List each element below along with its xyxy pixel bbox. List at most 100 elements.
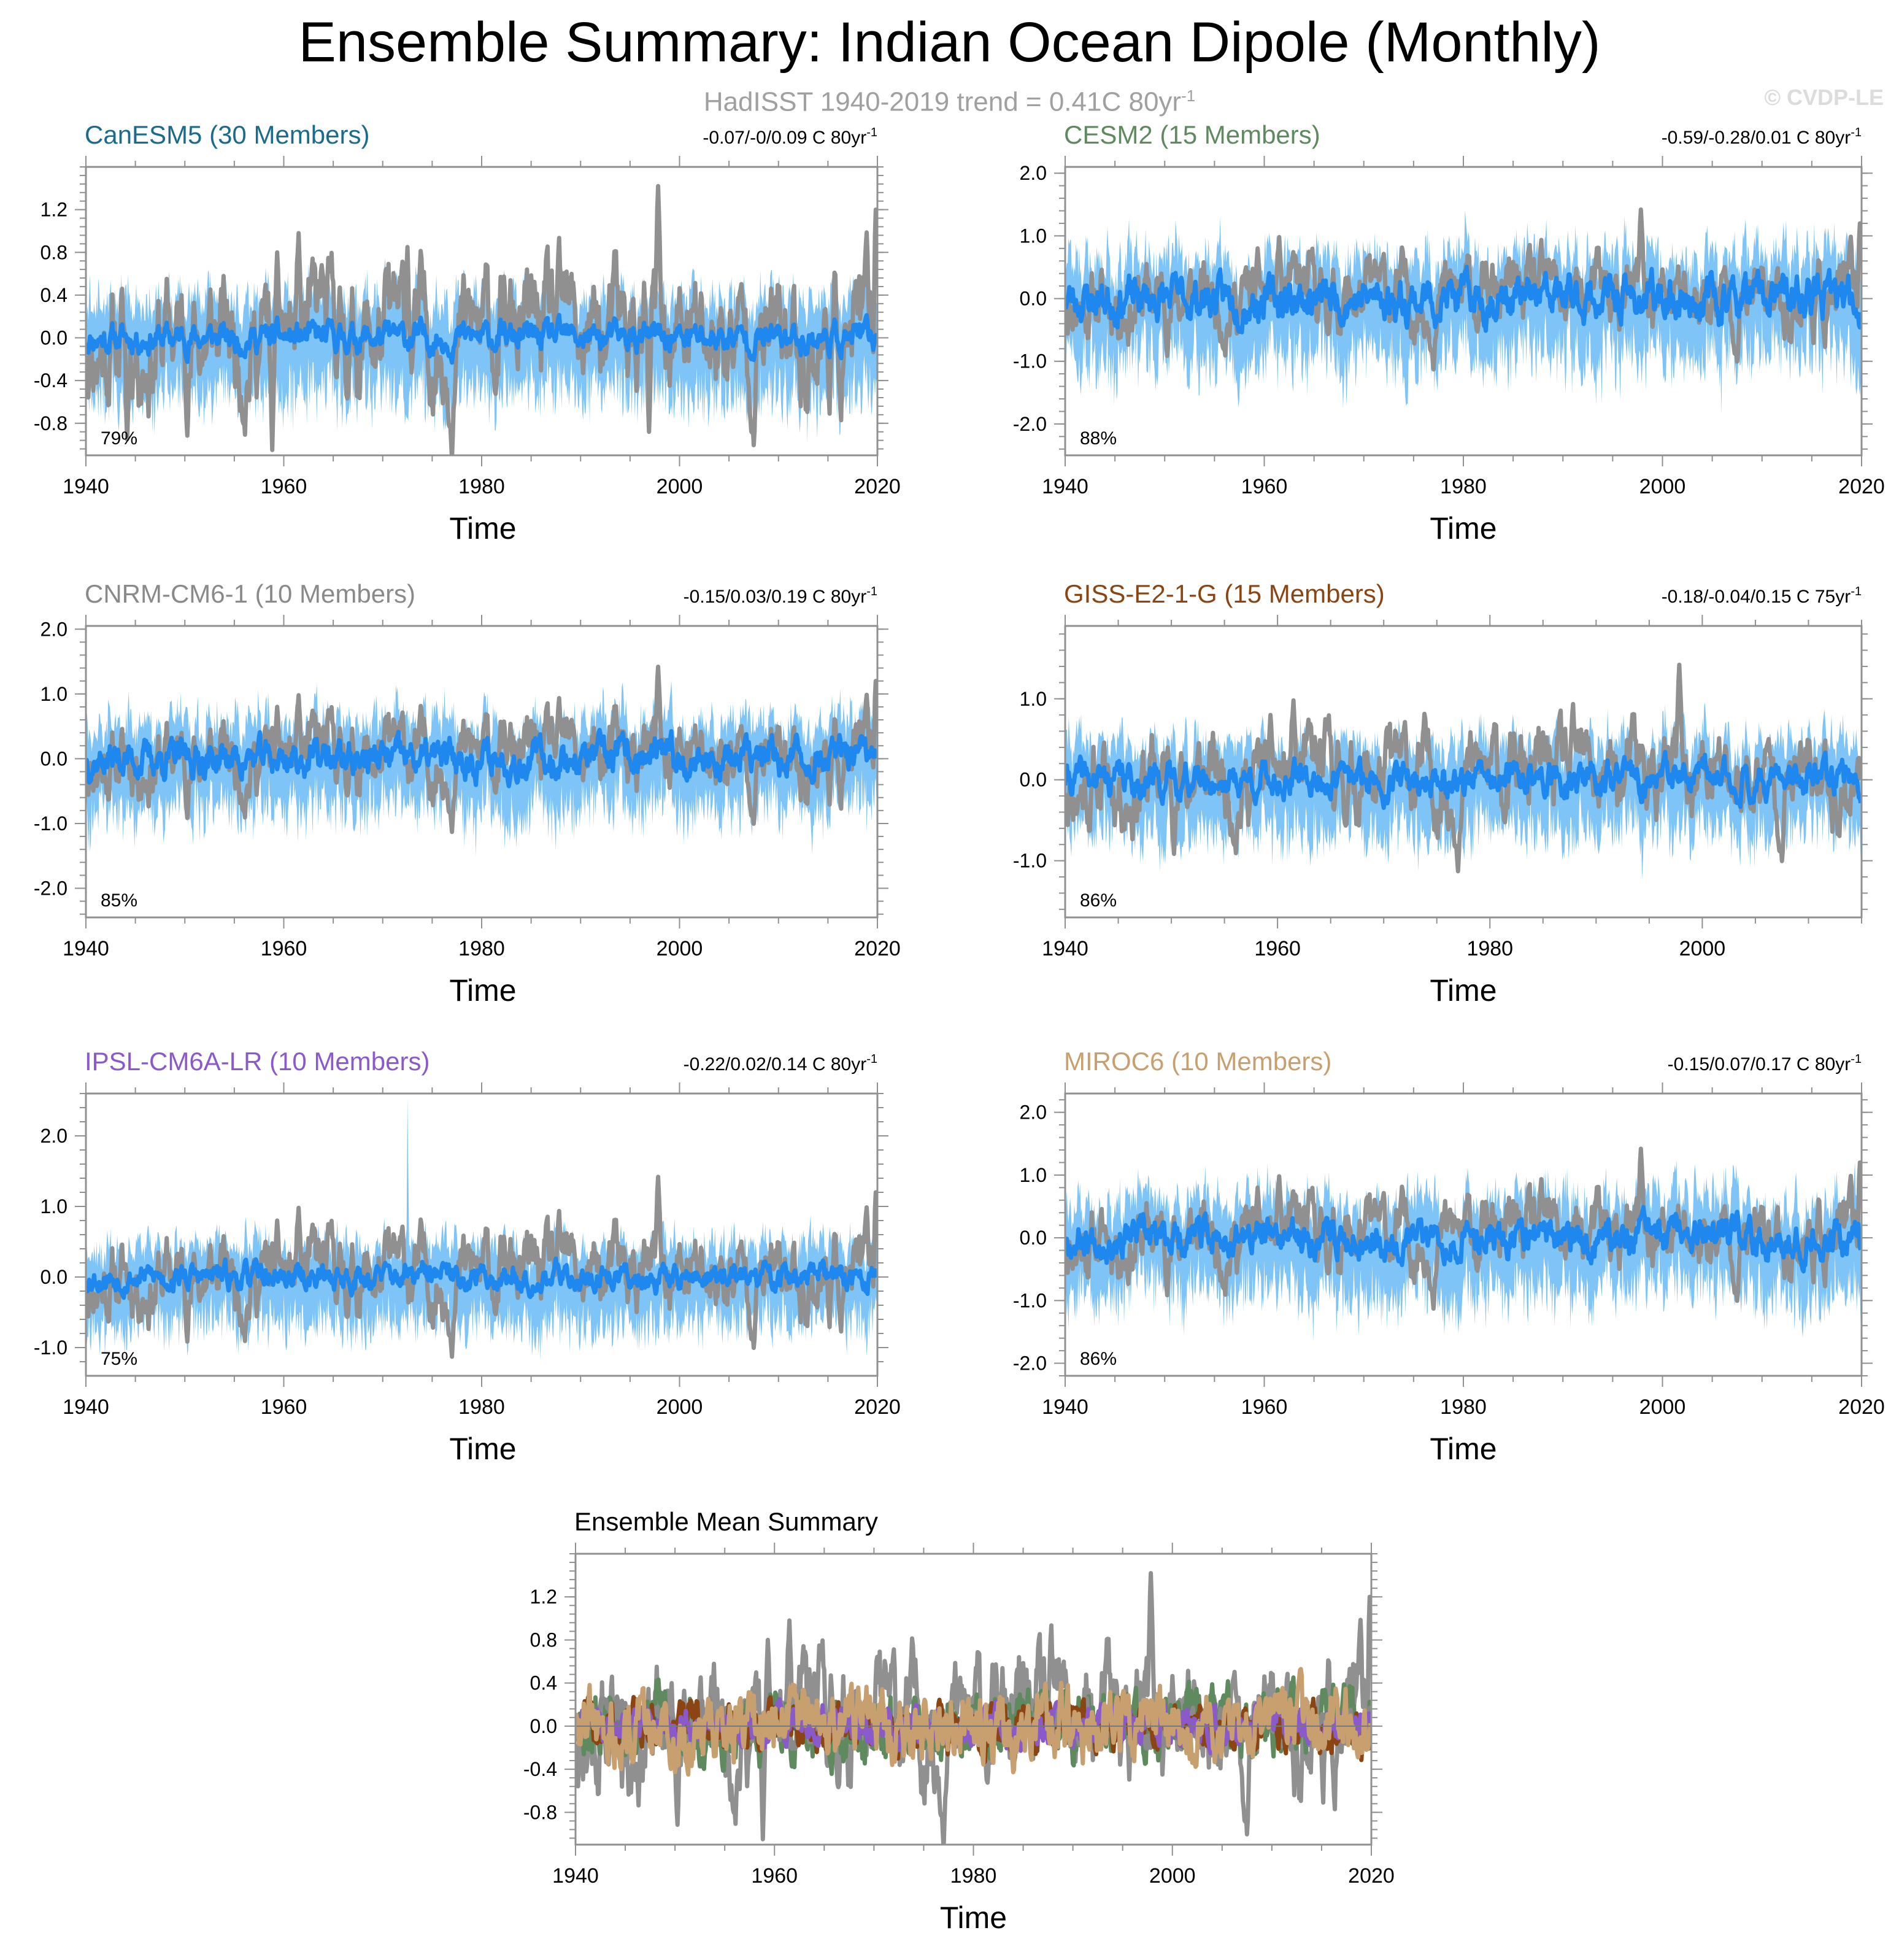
- x-tick-label: 2000: [657, 1395, 703, 1419]
- panel-title: GISS-E2-1-G (15 Members): [1064, 579, 1385, 608]
- y-tick-label: 1.0: [40, 683, 67, 705]
- panel-title: Ensemble Mean Summary: [574, 1507, 878, 1536]
- page-title: Ensemble Summary: Indian Ocean Dipole (M…: [298, 11, 1601, 74]
- panel-title: CNRM-CM6-1 (10 Members): [85, 579, 415, 608]
- x-tick-label: 2020: [854, 937, 901, 960]
- y-tick-label: 2.0: [1020, 162, 1047, 184]
- ensemble-mean-line: [86, 1256, 877, 1300]
- x-tick-label: 1940: [1042, 475, 1088, 498]
- x-tick-label: 1980: [458, 475, 505, 498]
- ensemble-mean-line: [86, 312, 877, 365]
- plot-frame: [1064, 625, 1863, 919]
- x-tick-label: 2000: [1679, 937, 1726, 960]
- y-tick-label: 1.2: [530, 1586, 557, 1608]
- pattern-correlation-label: 86%: [1080, 1349, 1117, 1369]
- x-tick-label: 2000: [1639, 475, 1686, 498]
- pattern-correlation-label: 88%: [1080, 428, 1117, 449]
- x-tick-label: 2000: [657, 937, 703, 960]
- ensemble-spread-band: [86, 1097, 877, 1361]
- plot-area: [86, 665, 877, 857]
- chart-cnrm: CNRM-CM6-1 (10 Members) -0.15/0.03/0.19 C…: [34, 579, 901, 1008]
- panel-title: IPSL-CM6A-LR (10 Members): [85, 1047, 429, 1076]
- plot-area: [1065, 207, 1862, 415]
- chart-miroc6: MIROC6 (10 Members) -0.15/0.07/0.17 C 80y…: [1013, 1047, 1885, 1466]
- y-tick-label: 1.0: [40, 1195, 67, 1217]
- y-tick-label: 0.0: [530, 1715, 557, 1737]
- x-tick-label: 1960: [751, 1864, 798, 1888]
- y-tick-label: 0.0: [1020, 769, 1047, 791]
- x-tick-label: 1980: [1440, 1395, 1487, 1419]
- trend-label: -0.22/0.02/0.14 C 80yr-1: [684, 1052, 877, 1075]
- x-tick-label: 1960: [261, 475, 307, 498]
- x-tick-label: 1940: [63, 475, 109, 498]
- x-tick-label: 1960: [261, 937, 307, 960]
- y-tick-label: -1.0: [34, 1337, 67, 1359]
- pattern-correlation-label: 85%: [101, 890, 137, 911]
- y-tick-label: 0.0: [40, 327, 67, 349]
- x-axis-label: Time: [449, 973, 516, 1008]
- y-tick-label: -1.0: [34, 812, 67, 835]
- x-axis-label: Time: [449, 511, 516, 546]
- y-tick-label: 1.0: [1020, 1164, 1047, 1186]
- x-tick-label: 2020: [854, 475, 901, 498]
- x-axis-label: Time: [1430, 511, 1496, 546]
- x-tick-label: 1980: [1440, 475, 1487, 498]
- ensemble-mean-line: [1065, 1205, 1862, 1274]
- x-tick-label: 2020: [1838, 475, 1885, 498]
- y-tick-label: 1.0: [1020, 688, 1047, 710]
- x-tick-label: 2000: [1149, 1864, 1196, 1888]
- plot-area: [86, 1097, 877, 1361]
- x-tick-label: 1940: [1042, 1395, 1088, 1419]
- y-tick-label: -1.0: [1013, 350, 1047, 372]
- x-tick-label: 1940: [552, 1864, 599, 1888]
- y-tick-label: -1.0: [1013, 1289, 1047, 1311]
- x-tick-label: 1960: [1254, 937, 1301, 960]
- y-tick-label: 0.4: [40, 284, 67, 306]
- x-tick-label: 1960: [1241, 475, 1288, 498]
- y-tick-label: -0.4: [34, 369, 67, 392]
- series-line-miroc6: [576, 1667, 1371, 1777]
- chart-ipsl: IPSL-CM6A-LR (10 Members) -0.22/0.02/0.14…: [34, 1047, 901, 1466]
- y-tick-label: -2.0: [1013, 413, 1047, 435]
- panel-title: MIROC6 (10 Members): [1064, 1047, 1331, 1076]
- x-tick-label: 1980: [1466, 937, 1513, 960]
- chart-giss: GISS-E2-1-G (15 Members) -0.18/-0.04/0.15…: [1013, 579, 1873, 1008]
- x-tick-label: 2020: [1348, 1864, 1395, 1888]
- x-tick-label: 1960: [1241, 1395, 1288, 1419]
- pattern-correlation-label: 79%: [101, 428, 137, 449]
- x-axis-label: Time: [1430, 973, 1496, 1008]
- y-tick-label: 0.0: [1020, 288, 1047, 310]
- page-subtitle: HadISST 1940-2019 trend = 0.41C 80yr-1: [703, 87, 1196, 117]
- plot-area: [1065, 662, 1862, 880]
- x-tick-label: 1940: [63, 1395, 109, 1419]
- pattern-correlation-label: 75%: [101, 1349, 137, 1369]
- y-tick-label: -0.8: [34, 412, 67, 434]
- panel-title: CESM2 (15 Members): [1064, 120, 1320, 149]
- y-tick-label: 2.0: [40, 1125, 67, 1147]
- x-tick-label: 1980: [458, 1395, 505, 1419]
- trend-label: -0.15/0.03/0.19 C 80yr-1: [684, 585, 877, 607]
- x-axis-label: Time: [940, 1900, 1007, 1935]
- y-tick-label: 0.0: [40, 747, 67, 770]
- y-tick-label: 0.0: [40, 1266, 67, 1288]
- y-tick-label: 0.8: [530, 1629, 557, 1651]
- chart-canesm5: CanESM5 (30 Members) -0.07/-0/0.09 C 80yr…: [34, 120, 901, 546]
- panel-title: CanESM5 (30 Members): [85, 120, 369, 149]
- y-tick-label: 0.8: [40, 241, 67, 263]
- ensemble-mean-line: [1065, 750, 1862, 810]
- plot-area: [1065, 1146, 1862, 1342]
- x-tick-label: 1940: [1042, 937, 1088, 960]
- x-axis-label: Time: [449, 1432, 516, 1466]
- y-tick-label: 0.0: [1020, 1227, 1047, 1249]
- x-tick-label: 2000: [1639, 1395, 1686, 1419]
- chart-ensemble-mean: Ensemble Mean Summary 1940 1960 1980 2000 202…: [523, 1507, 1395, 1935]
- y-tick-label: 1.2: [40, 199, 67, 221]
- y-tick-label: 1.0: [1020, 225, 1047, 247]
- y-tick-label: -0.8: [523, 1801, 557, 1823]
- plot-area: [86, 183, 877, 455]
- y-tick-label: -2.0: [1013, 1352, 1047, 1375]
- y-tick-label: -0.4: [523, 1758, 557, 1780]
- x-tick-label: 1960: [261, 1395, 307, 1419]
- x-axis-label: Time: [1430, 1432, 1496, 1466]
